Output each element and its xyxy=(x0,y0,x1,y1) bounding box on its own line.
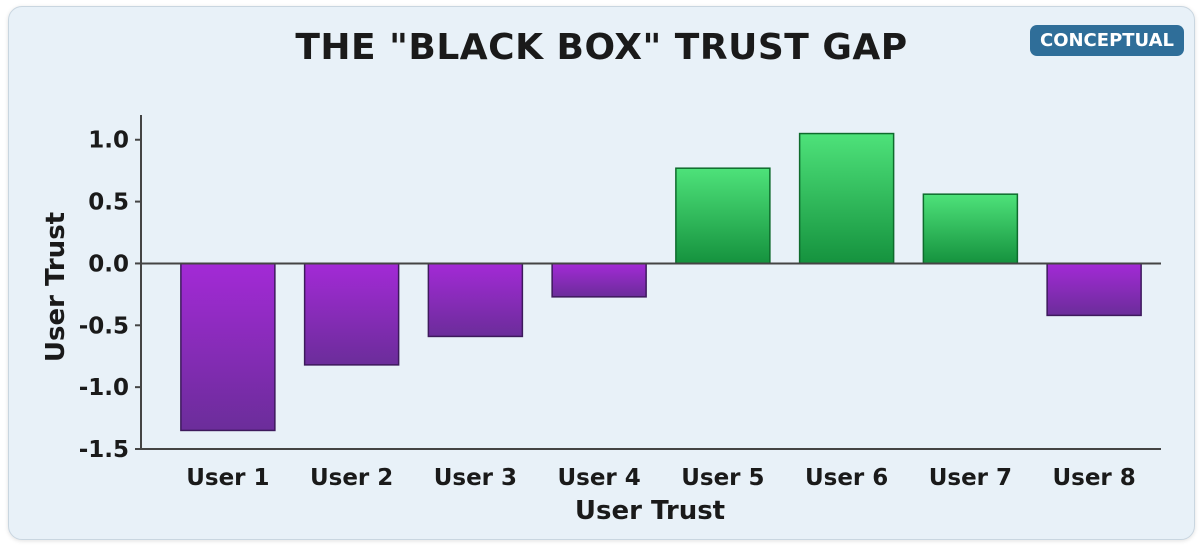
x-tick-label: User 3 xyxy=(434,465,517,491)
bar-user-6 xyxy=(798,132,895,265)
bar-user-1 xyxy=(180,262,276,432)
y-tick-label: 0.0 xyxy=(88,251,129,277)
bars-group xyxy=(180,132,1142,432)
bar-user-8 xyxy=(1046,262,1142,317)
bar-user-5 xyxy=(675,167,771,265)
bar-user-2 xyxy=(303,262,400,366)
y-ticks-group: 1.0 0.5 0.0 -0.5 -1.0 -1.5 xyxy=(79,128,141,463)
x-tick-label: User 2 xyxy=(310,465,393,491)
y-tick-label: 1.0 xyxy=(88,128,129,154)
x-tick-label: User 4 xyxy=(557,465,640,491)
x-tick-label: User 1 xyxy=(186,465,269,491)
y-tick-label: -1.0 xyxy=(79,375,129,401)
x-tick-label: User 6 xyxy=(805,465,888,491)
x-ticks-group: User 1 User 2 User 3 User 4 User 5 User 6 User… xyxy=(186,465,1136,491)
chart-card: THE "BLACK BOX" TRUST GAP CONCEPTUAL 1.0… xyxy=(8,6,1195,540)
bar-user-7 xyxy=(922,193,1019,265)
x-tick-label: User 5 xyxy=(681,465,764,491)
y-tick-label: 0.5 xyxy=(88,190,129,216)
conceptual-badge: CONCEPTUAL xyxy=(1029,25,1184,56)
y-axis-title: User Trust xyxy=(41,212,71,362)
x-tick-label: User 7 xyxy=(929,465,1012,491)
bar-user-4 xyxy=(551,262,647,298)
bar-user-3 xyxy=(427,262,524,338)
chart-title: THE "BLACK BOX" TRUST GAP xyxy=(295,27,908,68)
x-axis-title: User Trust xyxy=(575,496,725,526)
x-tick-label: User 8 xyxy=(1052,465,1135,491)
bar-chart: 1.0 0.5 0.0 -0.5 -1.0 -1.5 User 1 User 2 User 3… xyxy=(41,115,1161,526)
y-tick-label: -1.5 xyxy=(79,437,129,463)
y-tick-label: -0.5 xyxy=(79,313,129,339)
